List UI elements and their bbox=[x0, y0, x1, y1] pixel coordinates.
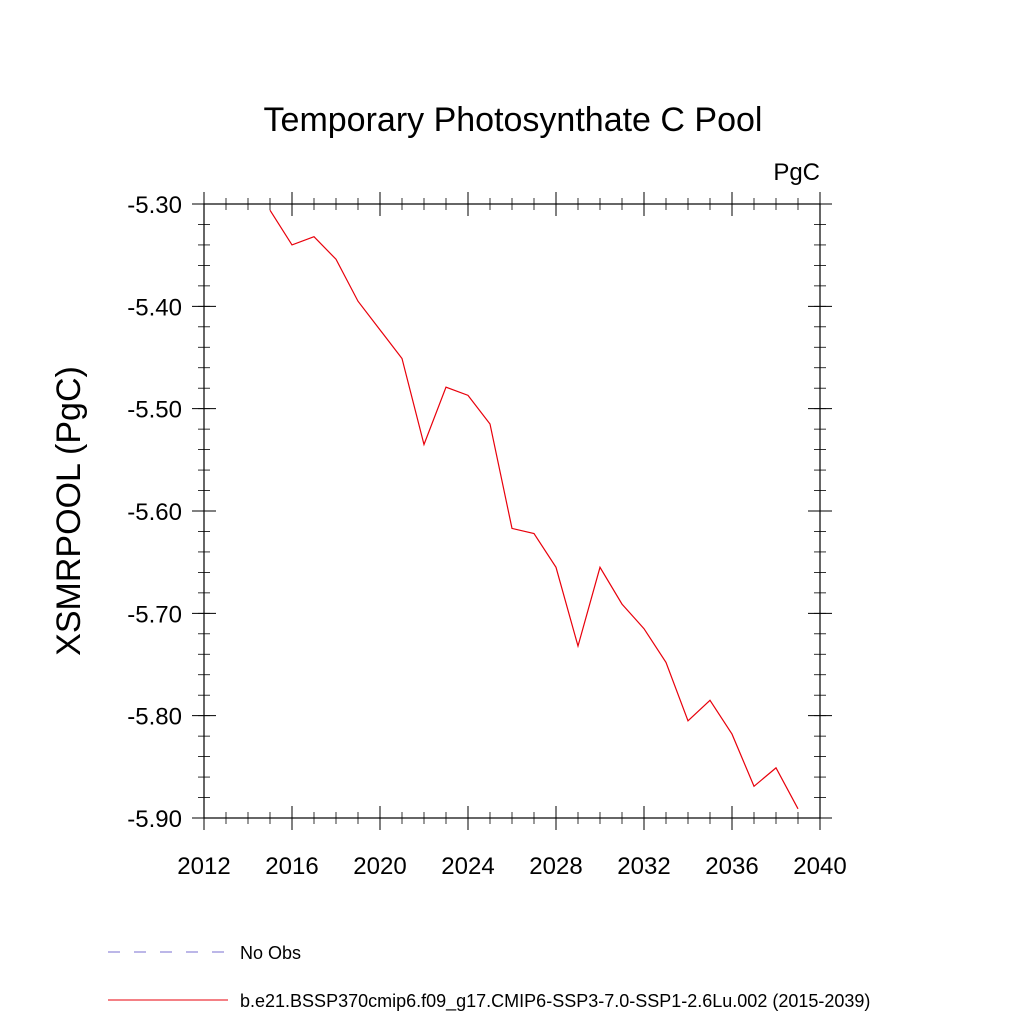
x-tick-label: 2040 bbox=[793, 853, 846, 880]
y-tick-label: -5.50 bbox=[127, 397, 182, 424]
x-tick-label: 2036 bbox=[705, 853, 758, 880]
x-tick-labels: 2012 2016 2020 2024 2028 2032 2036 2040 bbox=[177, 853, 846, 880]
y-tick-label: -5.80 bbox=[127, 704, 182, 731]
y-tick-label: -5.40 bbox=[127, 294, 182, 321]
legend: No Obs b.e21.BSSP370cmip6.f09_g17.CMIP6-… bbox=[108, 943, 870, 1012]
x-tick-label: 2032 bbox=[617, 853, 670, 880]
legend-label-no-obs: No Obs bbox=[240, 943, 301, 963]
y-tick-labels: -5.30 -5.40 -5.50 -5.60 -5.70 -5.80 -5.90 bbox=[127, 192, 182, 833]
x-tick-label: 2012 bbox=[177, 853, 230, 880]
units-label: PgC bbox=[773, 159, 820, 186]
series-layer bbox=[269, 209, 799, 810]
minor-ticks bbox=[198, 198, 826, 824]
major-ticks bbox=[192, 192, 832, 830]
y-tick-label: -5.90 bbox=[127, 806, 182, 833]
y-tick-label: -5.70 bbox=[127, 601, 182, 628]
chart-title: Temporary Photosynthate C Pool bbox=[264, 101, 763, 139]
x-tick-label: 2016 bbox=[265, 853, 318, 880]
plot-frame bbox=[203, 203, 821, 819]
y-tick-label: -5.30 bbox=[127, 192, 182, 219]
series-line bbox=[269, 209, 799, 810]
x-tick-label: 2024 bbox=[441, 853, 494, 880]
y-axis-label: XSMRPOOL (PgC) bbox=[50, 366, 88, 656]
x-tick-label: 2020 bbox=[353, 853, 406, 880]
legend-label-model-run: b.e21.BSSP370cmip6.f09_g17.CMIP6-SSP3-7.… bbox=[240, 991, 870, 1012]
y-tick-label: -5.60 bbox=[127, 499, 182, 526]
x-tick-label: 2028 bbox=[529, 853, 582, 880]
